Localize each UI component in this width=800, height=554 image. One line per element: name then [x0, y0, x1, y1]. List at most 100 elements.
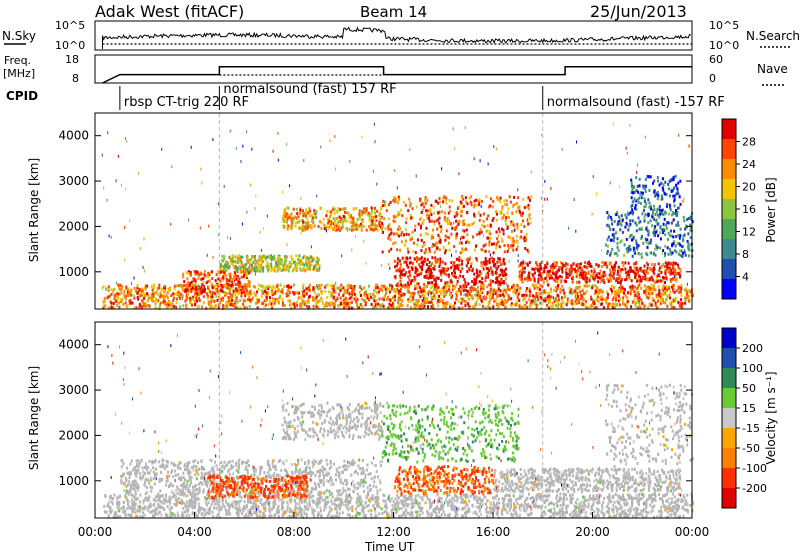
power-data-cell: [505, 216, 508, 220]
power-data-speck: [565, 272, 567, 276]
power-data-cell: [677, 224, 680, 227]
power-data-cell: [488, 205, 491, 209]
power-data-cell: [492, 251, 495, 255]
power-data-speck: [108, 234, 110, 238]
power-data-cell: [443, 195, 446, 199]
power-data-cell: [618, 274, 621, 278]
power-data-cell: [527, 222, 530, 226]
power-data-cell: [221, 306, 224, 310]
power-data-cell: [649, 267, 652, 271]
power-data-cell: [547, 283, 549, 287]
power-data-cell: [643, 197, 646, 201]
power-data-cell: [299, 211, 302, 215]
power-data-speck: [527, 218, 528, 222]
power-data-cell: [649, 251, 652, 255]
power-data-cell: [113, 294, 116, 298]
power-data-cell: [397, 296, 400, 300]
power-data-cell: [496, 280, 499, 284]
power-data-cell: [244, 271, 247, 275]
power-data-cell: [292, 260, 295, 264]
power-data-cell: [647, 271, 649, 275]
power-data-cell: [449, 281, 452, 285]
power-data-cell: [583, 271, 586, 275]
power-data-cell: [440, 297, 442, 301]
power-data-cell: [315, 302, 317, 306]
power-data-cell: [306, 290, 309, 294]
power-data-cell: [113, 297, 116, 301]
power-data-speck: [274, 257, 276, 261]
power-data-cell: [461, 259, 464, 263]
power-data-cell: [500, 268, 503, 272]
power-data-cell: [134, 288, 137, 292]
power-data-cell: [433, 250, 436, 254]
power-data-cell: [305, 210, 308, 214]
power-data-cell: [406, 304, 409, 308]
power-data-cell: [287, 285, 290, 289]
power-data-cell: [535, 303, 538, 307]
power-data-cell: [282, 219, 285, 223]
power-data-cell: [630, 196, 633, 200]
power-data-cell: [187, 285, 189, 289]
power-data-cell: [637, 284, 640, 288]
power-data-cell: [213, 292, 216, 295]
power-data-cell: [675, 183, 677, 187]
power-data-cell: [208, 279, 211, 283]
power-data-cell: [662, 183, 665, 187]
power-data-cell: [627, 246, 630, 250]
power-data-cell: [545, 298, 548, 301]
power-data-cell: [507, 235, 510, 239]
power-data-cell: [166, 291, 169, 295]
power-data-cell: [505, 199, 508, 203]
power-data-cell: [449, 279, 452, 283]
power-data-cell: [665, 277, 668, 281]
power-data-cell: [414, 271, 417, 274]
power-data-cell: [352, 224, 354, 228]
power-data-cell: [537, 264, 540, 268]
power-data-cell: [222, 278, 225, 282]
power-data-cell: [662, 263, 665, 267]
power-data-cell: [315, 263, 318, 266]
power-data-cell: [243, 274, 245, 278]
power-data-cell: [521, 267, 524, 271]
power-data-cell: [163, 290, 166, 294]
power-data-cell: [561, 298, 564, 302]
power-data-cell: [473, 203, 476, 207]
power-data-cell: [225, 285, 228, 289]
power-data-cell: [529, 198, 531, 202]
vel-data-cell: [312, 511, 315, 515]
power-data-cell: [649, 292, 652, 296]
power-data-cell: [628, 224, 631, 228]
power-data-cell: [555, 276, 557, 280]
power-data-cell: [346, 290, 349, 294]
vel-data-cell: [645, 499, 648, 503]
power-data-cell: [167, 291, 170, 294]
power-data-cell: [288, 261, 291, 264]
power-data-cell: [334, 302, 337, 306]
power-data-cell: [602, 278, 605, 282]
power-data-cell: [205, 306, 208, 310]
power-data-cell: [521, 261, 524, 265]
power-data-cell: [510, 220, 513, 224]
power-data-cell: [248, 304, 251, 308]
power-data-cell: [645, 240, 648, 244]
power-data-cell: [237, 258, 240, 262]
power-data-cell: [364, 303, 367, 307]
power-data-cell: [444, 269, 446, 273]
power-data-cell: [668, 287, 670, 291]
power-data-cell: [631, 219, 634, 223]
power-data-cell: [136, 284, 139, 288]
power-data-cell: [497, 265, 500, 268]
power-data-cell: [557, 294, 560, 298]
power-data-cell: [610, 279, 613, 283]
power-data-cell: [296, 304, 299, 308]
power-data-cell: [411, 267, 414, 271]
noise-sky-line: [101, 26, 692, 49]
power-data-cell: [426, 300, 429, 304]
power-data-cell: [179, 285, 182, 289]
power-data-cell: [661, 279, 664, 283]
power-data-cell: [431, 290, 434, 294]
power-data-cell: [662, 222, 665, 226]
power-data-cell: [179, 292, 182, 296]
power-data-cell: [635, 189, 638, 193]
power-data-cell: [435, 287, 438, 291]
